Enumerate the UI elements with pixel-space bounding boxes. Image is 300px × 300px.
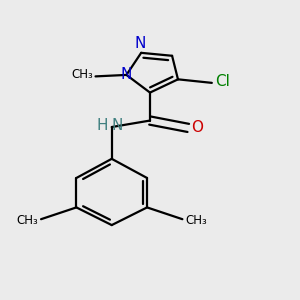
Text: H: H bbox=[97, 118, 108, 133]
Text: N: N bbox=[134, 36, 146, 51]
Text: CH₃: CH₃ bbox=[71, 68, 93, 81]
Text: CH₃: CH₃ bbox=[16, 214, 38, 227]
Text: Cl: Cl bbox=[215, 74, 230, 89]
Text: N: N bbox=[121, 68, 132, 82]
Text: O: O bbox=[191, 120, 203, 135]
Text: N: N bbox=[111, 118, 122, 133]
Text: CH₃: CH₃ bbox=[185, 214, 207, 227]
